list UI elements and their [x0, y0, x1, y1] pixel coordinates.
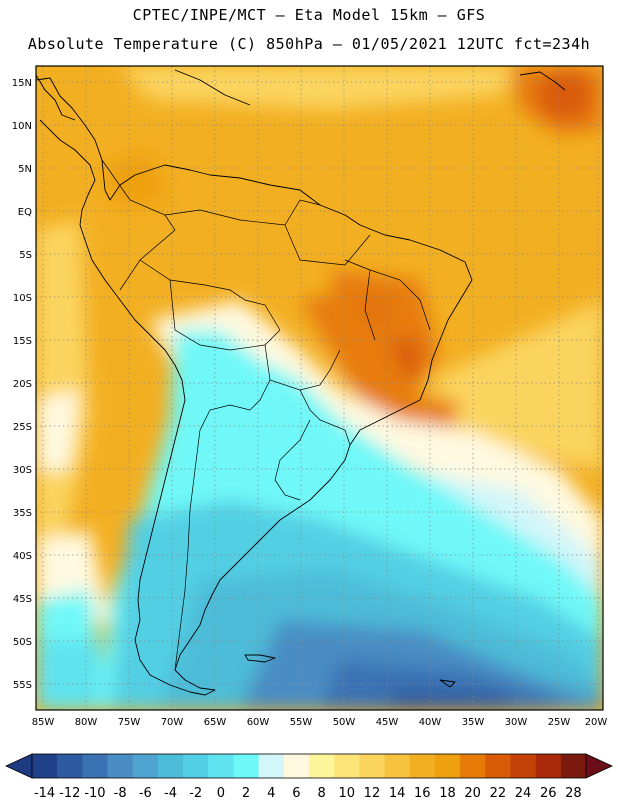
coastlines — [36, 69, 566, 696]
colorbar-label: -6 — [139, 786, 152, 800]
colorbar-cell — [233, 754, 259, 778]
colorbar-label: -4 — [164, 786, 177, 800]
colorbar-cell — [107, 754, 134, 778]
longitude-labels: 85W 80W 75W 70W 65W 60W 55W 50W 45W 40W … — [32, 717, 608, 728]
colorbar-label: 20 — [464, 786, 481, 800]
lon-label: 40W — [419, 717, 442, 728]
lon-label: 45W — [376, 717, 399, 728]
colorbar-label: 26 — [540, 786, 557, 800]
map-frame — [35, 65, 604, 711]
lon-label: 50W — [333, 717, 356, 728]
country-borders — [101, 159, 431, 671]
colorbar-label: 2 — [242, 786, 250, 800]
colorbar-label: 24 — [515, 786, 532, 800]
colorbar-label: 12 — [364, 786, 381, 800]
colorbar-cell — [535, 754, 562, 778]
colorbar-cell — [132, 754, 159, 778]
colorbar-cell — [283, 754, 310, 778]
lon-label: 35W — [462, 717, 485, 728]
colorbar-label: 16 — [414, 786, 431, 800]
colorbar-cell — [434, 754, 461, 778]
colorbar-cell — [334, 754, 360, 778]
colorbar-cell — [208, 754, 234, 778]
lon-label: 60W — [247, 717, 270, 728]
colorbar-cell — [157, 754, 184, 778]
lon-label: 70W — [161, 717, 184, 728]
lat-label: 35S — [13, 508, 32, 519]
lon-label: 75W — [118, 717, 141, 728]
lon-label: 85W — [32, 717, 55, 728]
lat-label: EQ — [18, 207, 32, 218]
map-title-line-2: Absolute Temperature (C) 850hPa – 01/05/… — [27, 35, 591, 53]
lat-label: 10S — [13, 293, 32, 304]
lat-label: 40S — [13, 551, 32, 562]
lat-label: 10N — [12, 121, 32, 132]
colorbar-label: 4 — [267, 786, 275, 800]
colorbar-label: 18 — [439, 786, 456, 800]
colorbar-cell — [510, 754, 536, 778]
colorbar-label: -14 — [34, 786, 55, 800]
colorbar-label: 28 — [565, 786, 582, 800]
temperature-field — [36, 66, 603, 710]
latitude-labels: 15N 10N 5N EQ 5S 10S 15S 20S 25S 30S 35S… — [12, 78, 32, 691]
colorbar-cell — [258, 754, 285, 778]
colorbar-frame — [31, 753, 587, 779]
colorbar-label: 0 — [217, 786, 225, 800]
colorbar-cell — [460, 754, 486, 778]
colorbar-cell — [384, 754, 411, 778]
lon-label: 65W — [204, 717, 227, 728]
colorbar-label: -10 — [84, 786, 105, 800]
colorbar: -14 -12 -10 -8 -6 -4 -2 0 2 4 6 8 10 12 14 16 18 20 22 24 26… — [5, 753, 613, 800]
colorbar-cell — [183, 754, 209, 778]
colorbar-label: -8 — [114, 786, 127, 800]
lat-label: 55S — [13, 680, 32, 691]
colorbar-over-arrow — [585, 753, 613, 779]
lon-label: 25W — [548, 717, 571, 728]
lon-label: 20W — [585, 717, 608, 728]
lat-label: 5N — [18, 164, 32, 175]
colorbar-label: 22 — [490, 786, 507, 800]
lat-label: 50S — [13, 637, 32, 648]
colorbar-cell — [57, 754, 83, 778]
colorbar-label: 14 — [389, 786, 406, 800]
colorbar-label: -12 — [59, 786, 80, 800]
lat-label: 15S — [13, 336, 32, 347]
colorbar-under-arrow — [5, 753, 33, 779]
lat-label: 45S — [13, 594, 32, 605]
colorbar-label: -2 — [189, 786, 202, 800]
lon-label: 80W — [75, 717, 98, 728]
colorbar-label: 10 — [338, 786, 355, 800]
lat-label: 20S — [13, 379, 32, 390]
colorbar-cell — [309, 754, 335, 778]
colorbar-label: 6 — [292, 786, 300, 800]
map-title-line-1: CPTEC/INPE/MCT – Eta Model 15km – GFS — [132, 6, 486, 24]
colorbar-label: 8 — [317, 786, 325, 800]
lat-label: 25S — [13, 422, 32, 433]
graticule — [36, 66, 603, 710]
colorbar-cell — [560, 754, 587, 778]
lat-label: 15N — [12, 78, 32, 89]
colorbar-cell — [409, 754, 436, 778]
lon-label: 30W — [505, 717, 528, 728]
lon-label: 55W — [290, 717, 313, 728]
lat-label: 30S — [13, 465, 32, 476]
colorbar-cell — [485, 754, 511, 778]
lat-label: 5S — [19, 250, 32, 261]
colorbar-cell — [359, 754, 385, 778]
colorbar-cell — [32, 754, 58, 778]
colorbar-cell — [82, 754, 108, 778]
